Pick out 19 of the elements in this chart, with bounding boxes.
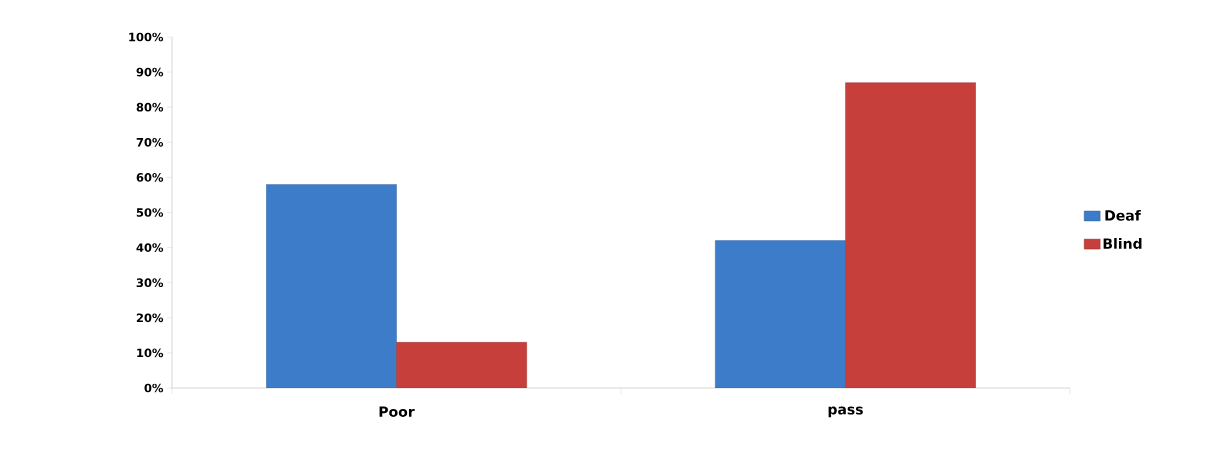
y-tick-label: 0% bbox=[144, 383, 164, 393]
bar bbox=[845, 82, 976, 388]
y-tick-label: 40% bbox=[136, 243, 164, 252]
x-tick-label: Poor bbox=[379, 406, 415, 417]
y-tick-label: 100% bbox=[129, 32, 164, 42]
y-tick-label: 80% bbox=[136, 102, 164, 112]
y-tick-label: 30% bbox=[136, 278, 164, 288]
y-tick-label: 70% bbox=[136, 137, 164, 147]
bar bbox=[266, 184, 397, 388]
y-tick-label: 50% bbox=[136, 208, 164, 217]
y-tick-label: 60% bbox=[136, 173, 164, 182]
legend-label: Blind bbox=[1103, 238, 1142, 249]
y-tick-label: 90% bbox=[136, 67, 164, 77]
x-tick-label: pass bbox=[828, 406, 863, 418]
y-tick-label: 10% bbox=[137, 348, 164, 358]
bar bbox=[715, 240, 846, 388]
legend-label: Deaf bbox=[1105, 209, 1141, 221]
bar bbox=[396, 342, 527, 388]
y-tick-label: 20% bbox=[136, 313, 164, 323]
